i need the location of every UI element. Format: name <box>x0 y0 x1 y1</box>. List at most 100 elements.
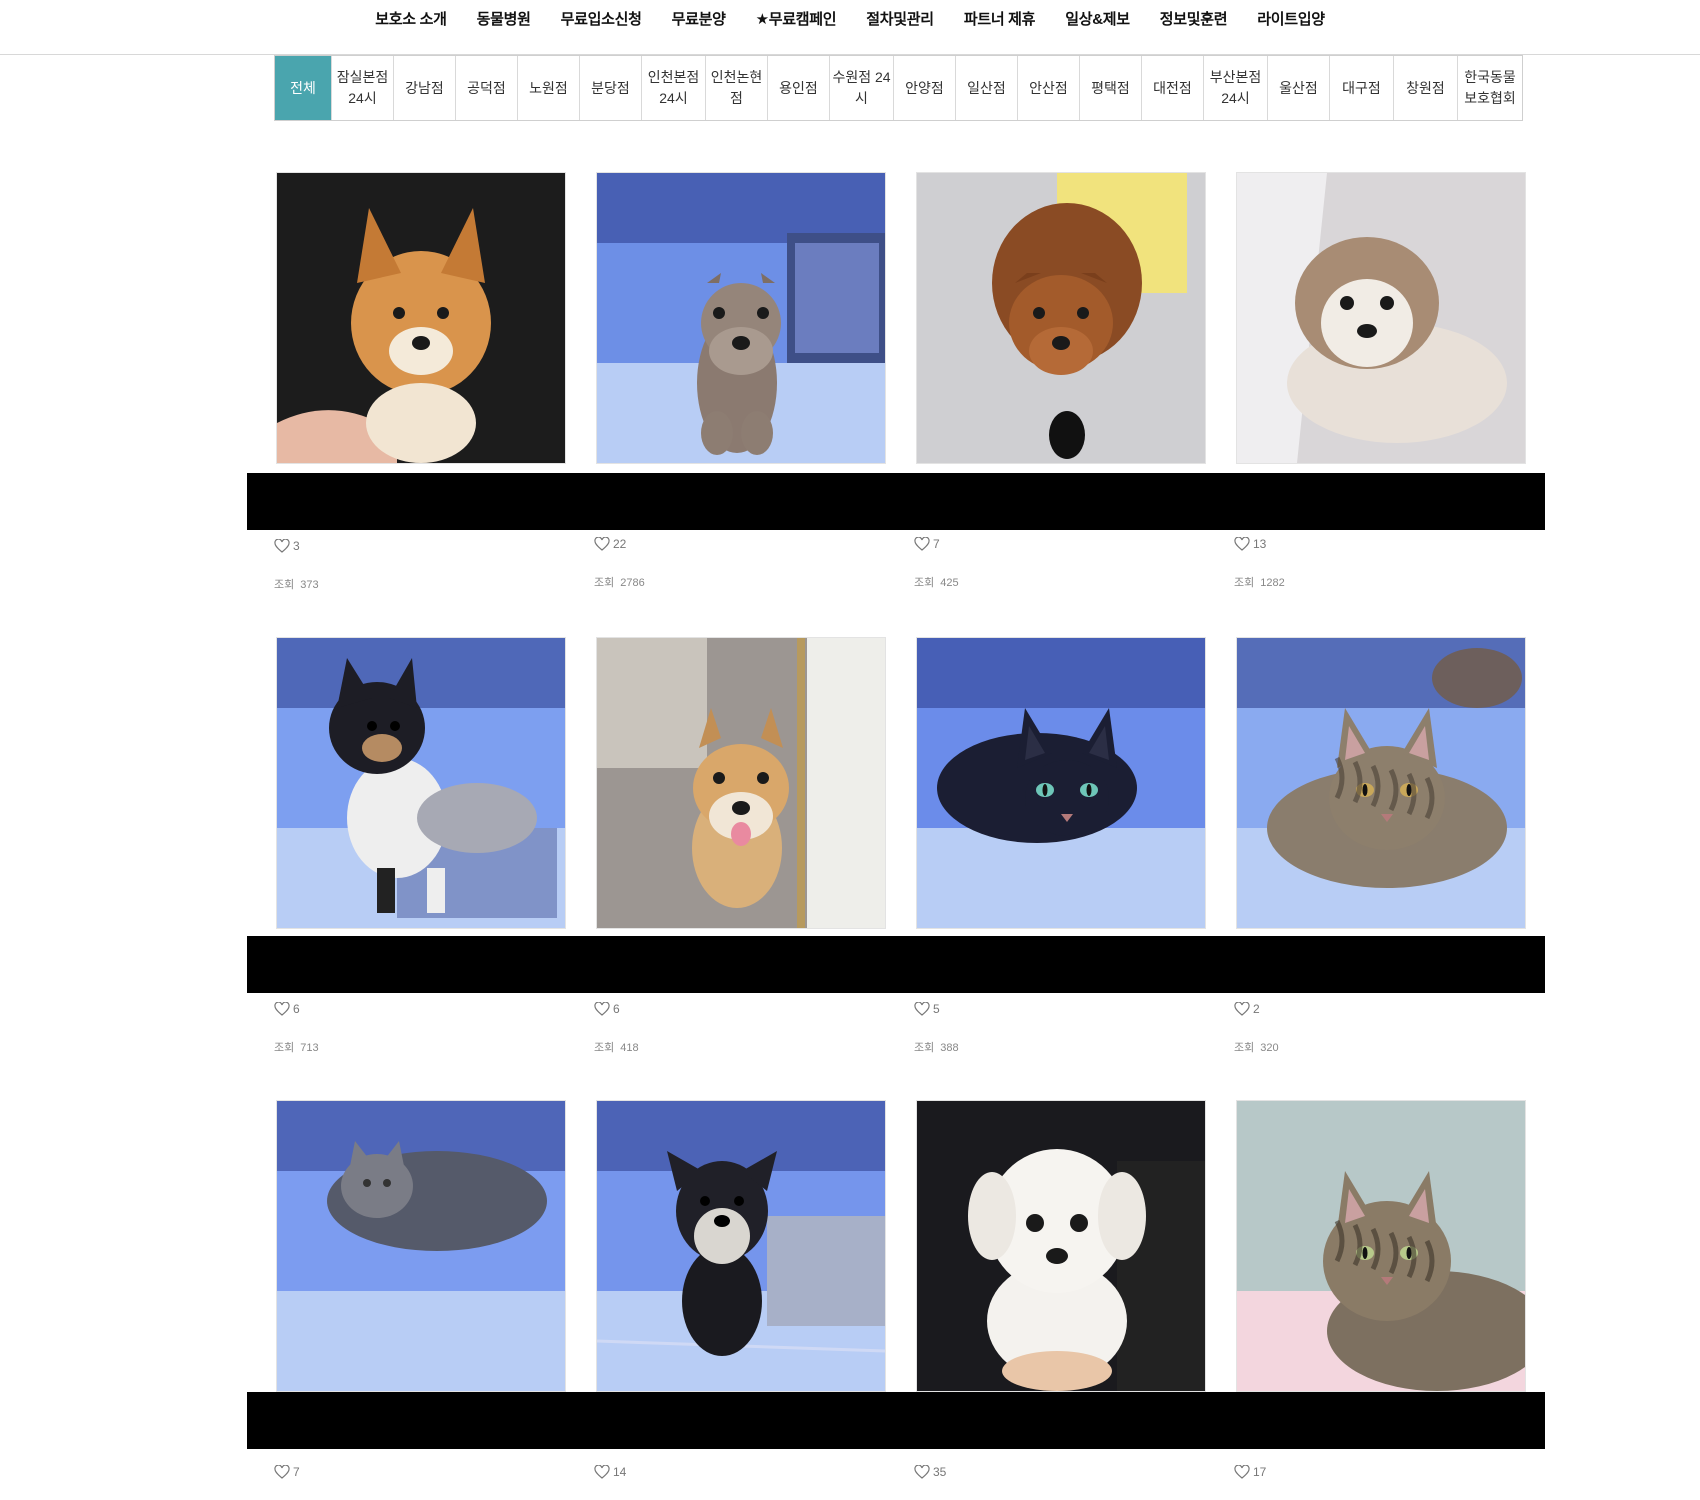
tab-branch[interactable]: 창원점 <box>1394 56 1458 120</box>
view-count: 조회 418 <box>594 1039 639 1055</box>
like-button[interactable]: 17 <box>1234 1465 1266 1479</box>
post-thumbnail-image[interactable] <box>916 1100 1206 1392</box>
tab-branch[interactable]: 울산점 <box>1268 56 1330 120</box>
heart-icon <box>274 1465 290 1479</box>
view-count-value: 418 <box>617 1042 639 1054</box>
view-count-value: 713 <box>297 1042 319 1054</box>
nav-menu: 보호소 소개 동물병원 무료입소신청 무료분양 ★무료캠페인 절차및관리 파트너 제휴 일상&… <box>0 8 1700 29</box>
heart-icon <box>594 1002 610 1016</box>
view-count: 조회 713 <box>274 1039 319 1055</box>
tab-branch[interactable]: 인천논현 점 <box>706 56 768 120</box>
tab-branch[interactable]: 노원점 <box>518 56 580 120</box>
nav-item[interactable]: 일상&제보 <box>1065 11 1130 28</box>
nav-item[interactable]: 파트너 제휴 <box>963 11 1036 28</box>
post-thumbnail-image[interactable] <box>276 637 566 929</box>
view-count-value: 320 <box>1257 1042 1279 1054</box>
nav-item[interactable]: 무료분양 <box>671 11 726 28</box>
heart-icon <box>274 1002 290 1016</box>
nav-item[interactable]: 보호소 소개 <box>375 11 447 28</box>
view-count-label: 조회 <box>914 1042 935 1054</box>
tab-branch[interactable]: 전체 <box>275 56 332 120</box>
nav-item[interactable]: ★무료캠페인 <box>755 11 837 28</box>
post-thumbnail-image[interactable] <box>1236 172 1526 464</box>
heart-icon <box>914 537 930 551</box>
post-thumbnail-image[interactable] <box>1236 637 1526 929</box>
view-count-label: 조회 <box>1234 1042 1255 1054</box>
view-count-label: 조회 <box>594 1042 615 1054</box>
like-button[interactable]: 22 <box>594 537 626 551</box>
redacted-title-bar <box>247 936 1545 993</box>
nav-item[interactable]: 정보및훈련 <box>1159 11 1228 28</box>
shiba-puppy-photo <box>277 173 565 463</box>
like-button[interactable]: 13 <box>1234 537 1266 551</box>
post-thumbnail-image[interactable] <box>276 172 566 464</box>
tabby-kitten-photo <box>1237 1101 1525 1391</box>
nav-item[interactable]: 동물병원 <box>476 11 531 28</box>
tab-branch[interactable]: 강남점 <box>394 56 456 120</box>
tab-branch[interactable]: 일산점 <box>956 56 1018 120</box>
tab-branch[interactable]: 안양점 <box>894 56 956 120</box>
post-thumbnail-image[interactable] <box>916 637 1206 929</box>
like-button[interactable]: 2 <box>1234 1002 1260 1016</box>
post-thumbnail-image[interactable] <box>276 1100 566 1392</box>
heart-icon <box>1234 1465 1250 1479</box>
view-count: 조회 373 <box>274 576 319 592</box>
view-count-label: 조회 <box>914 577 935 589</box>
schnauzer-photo <box>597 1101 885 1391</box>
like-button[interactable]: 5 <box>914 1002 940 1016</box>
branch-tabs: 전체 잠실본점 24시 강남점 공덕점 노원점 분당점 인천본점 24시 인천논현 점 용인점 수… <box>274 55 1523 121</box>
view-count: 조회 1282 <box>1234 574 1285 590</box>
tab-branch[interactable]: 수원점 24 시 <box>830 56 894 120</box>
tab-branch[interactable]: 대전점 <box>1142 56 1204 120</box>
like-count: 7 <box>933 537 940 551</box>
view-count-value: 388 <box>937 1042 959 1054</box>
like-button[interactable]: 3 <box>274 539 300 553</box>
like-button[interactable]: 35 <box>914 1465 946 1479</box>
tab-branch[interactable]: 분당점 <box>580 56 642 120</box>
like-count: 5 <box>933 1002 940 1016</box>
heart-icon <box>1234 537 1250 551</box>
heart-icon <box>274 539 290 553</box>
tab-branch[interactable]: 평택점 <box>1080 56 1142 120</box>
like-count: 7 <box>293 1465 300 1479</box>
view-count-label: 조회 <box>1234 577 1255 589</box>
tab-branch[interactable]: 한국동물 보호협회 <box>1464 69 1516 106</box>
heart-icon <box>914 1002 930 1016</box>
brown-terrier-photo <box>917 173 1205 463</box>
gray-longhair-cat-photo <box>277 1101 565 1391</box>
post-thumbnail-image[interactable] <box>1236 1100 1526 1392</box>
black-cat-photo <box>917 638 1205 928</box>
tab-branch[interactable]: 인천본점 24시 <box>642 56 706 120</box>
nav-item[interactable]: 절차및관리 <box>866 11 934 28</box>
like-button[interactable]: 7 <box>914 537 940 551</box>
post-thumbnail-image[interactable] <box>596 1100 886 1392</box>
top-navigation: 보호소 소개 동물병원 무료입소신청 무료분양 ★무료캠페인 절차및관리 파트너 제휴 일상&… <box>0 0 1700 55</box>
like-button[interactable]: 7 <box>274 1465 300 1479</box>
view-count-value: 373 <box>297 579 319 591</box>
tab-branch[interactable]: 부산본점 24시 <box>1204 56 1268 120</box>
view-count-value: 1282 <box>1257 577 1285 589</box>
like-button[interactable]: 6 <box>274 1002 300 1016</box>
tab-branch[interactable]: 잠실본점 24시 <box>332 56 394 120</box>
tab-branch[interactable]: 공덕점 <box>456 56 518 120</box>
poodle-mix-photo <box>597 173 885 463</box>
post-thumbnail-image[interactable] <box>916 172 1206 464</box>
tab-branch[interactable]: 용인점 <box>768 56 830 120</box>
like-count: 14 <box>613 1465 627 1479</box>
view-count-label: 조회 <box>274 579 295 591</box>
like-count: 6 <box>613 1002 620 1016</box>
heart-icon <box>594 537 610 551</box>
view-count: 조회 2786 <box>594 574 645 590</box>
tab-branch[interactable]: 대구점 <box>1330 56 1394 120</box>
nav-item[interactable]: 무료입소신청 <box>560 11 642 28</box>
sheltie-mix-photo <box>277 638 565 928</box>
nav-item[interactable]: 라이트입양 <box>1257 11 1325 28</box>
view-count: 조회 320 <box>1234 1039 1279 1055</box>
post-thumbnail-image[interactable] <box>596 172 886 464</box>
tab-branch[interactable]: 안산점 <box>1018 56 1080 120</box>
like-count: 35 <box>933 1465 947 1479</box>
post-thumbnail-image[interactable] <box>596 637 886 929</box>
like-button[interactable]: 6 <box>594 1002 620 1016</box>
like-button[interactable]: 14 <box>594 1465 626 1479</box>
white-maltese-photo <box>917 1101 1205 1391</box>
